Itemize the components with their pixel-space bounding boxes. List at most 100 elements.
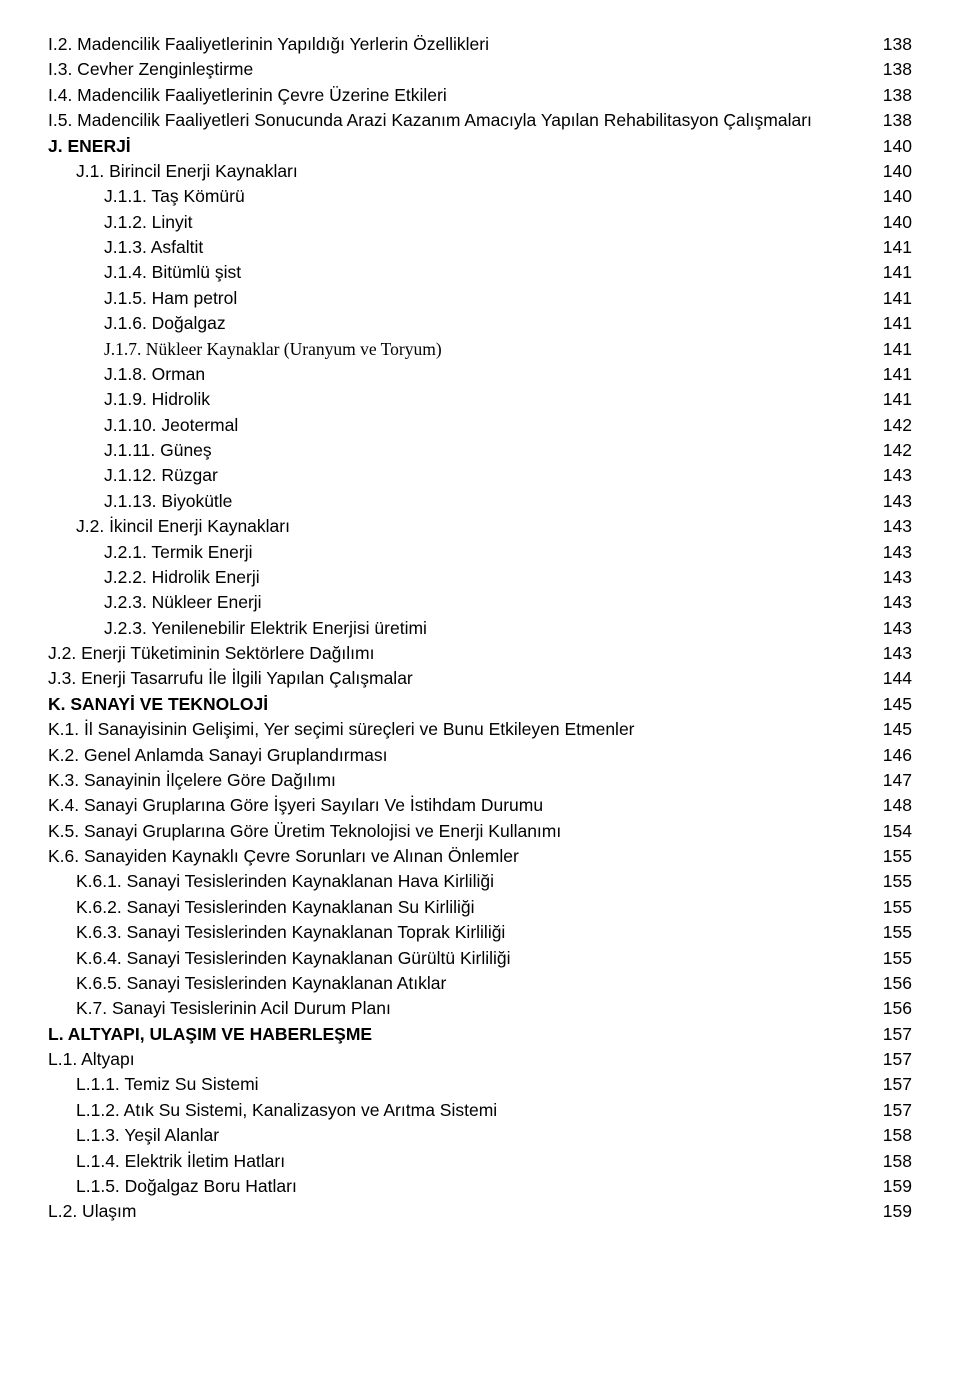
toc-page-number: 143 [872,514,912,539]
toc-row: J.2. Enerji Tüketiminin Sektörlere Dağıl… [48,641,912,666]
toc-page-number: 145 [872,717,912,742]
toc-row: K.6.5. Sanayi Tesislerinden Kaynaklanan … [48,971,912,996]
toc-row: J.1.2. Linyit140 [48,210,912,235]
toc-label: L.1. Altyapı [48,1047,872,1072]
toc-page-number: 142 [872,413,912,438]
toc-row: J.1.7. Nükleer Kaynaklar (Uranyum ve Tor… [48,337,912,362]
toc-page-number: 141 [872,260,912,285]
toc-label: K.3. Sanayinin İlçelere Göre Dağılımı [48,768,872,793]
toc-page-number: 140 [872,184,912,209]
toc-label: J.1.13. Biyokütle [48,489,872,514]
toc-label: J.2.1. Termik Enerji [48,540,872,565]
toc-row: J.1.8. Orman141 [48,362,912,387]
toc-row: J.1.1. Taş Kömürü140 [48,184,912,209]
toc-page-number: 157 [872,1022,912,1047]
toc-row: I.2. Madencilik Faaliyetlerinin Yapıldığ… [48,32,912,57]
toc-page-number: 143 [872,590,912,615]
toc-page-number: 141 [872,286,912,311]
toc-row: J.1.9. Hidrolik141 [48,387,912,412]
toc-row: K.3. Sanayinin İlçelere Göre Dağılımı147 [48,768,912,793]
toc-row: L.2. Ulaşım159 [48,1199,912,1224]
toc-label: J.2.3. Nükleer Enerji [48,590,872,615]
toc-label: L.1.5. Doğalgaz Boru Hatları [48,1174,872,1199]
toc-label: I.5. Madencilik Faaliyetleri Sonucunda A… [48,108,872,133]
toc-page-number: 155 [872,920,912,945]
toc-row: J.1.3. Asfaltit141 [48,235,912,260]
toc-page-number: 142 [872,438,912,463]
toc-label: J.1.12. Rüzgar [48,463,872,488]
toc-label: J.1.3. Asfaltit [48,235,872,260]
toc-label: J.1.4. Bitümlü şist [48,260,872,285]
toc-label: I.4. Madencilik Faaliyetlerinin Çevre Üz… [48,83,872,108]
toc-page-number: 141 [872,311,912,336]
toc-page-number: 143 [872,463,912,488]
toc-label: K.6.5. Sanayi Tesislerinden Kaynaklanan … [48,971,872,996]
toc-row: J.2.1. Termik Enerji143 [48,540,912,565]
toc-row: J.1.11. Güneş142 [48,438,912,463]
toc-row: L.1.3. Yeşil Alanlar158 [48,1123,912,1148]
toc-page-number: 155 [872,869,912,894]
toc-label: K.4. Sanayi Gruplarına Göre İşyeri Sayıl… [48,793,872,818]
toc-row: I.3. Cevher Zenginleştirme138 [48,57,912,82]
toc-page-number: 145 [872,692,912,717]
toc-page-number: 154 [872,819,912,844]
toc-row: J.1.13. Biyokütle143 [48,489,912,514]
toc-page-number: 157 [872,1072,912,1097]
toc-row: J.1.12. Rüzgar143 [48,463,912,488]
toc-page-number: 148 [872,793,912,818]
toc-label: J.2.2. Hidrolik Enerji [48,565,872,590]
toc-label: I.2. Madencilik Faaliyetlerinin Yapıldığ… [48,32,872,57]
toc-label: K.6.2. Sanayi Tesislerinden Kaynaklanan … [48,895,872,920]
toc-label: J.1.10. Jeotermal [48,413,872,438]
toc-label: J.1.5. Ham petrol [48,286,872,311]
toc-row: L.1.2. Atık Su Sistemi, Kanalizasyon ve … [48,1098,912,1123]
toc-label: L.2. Ulaşım [48,1199,872,1224]
toc-page-number: 141 [872,387,912,412]
toc-page-number: 141 [872,337,912,362]
toc-row: I.4. Madencilik Faaliyetlerinin Çevre Üz… [48,83,912,108]
toc-row: K.7. Sanayi Tesislerinin Acil Durum Plan… [48,996,912,1021]
toc-page-number: 143 [872,540,912,565]
toc-label: I.3. Cevher Zenginleştirme [48,57,872,82]
toc-page-number: 159 [872,1174,912,1199]
toc-row: J.2.3. Nükleer Enerji143 [48,590,912,615]
toc-label: J.1.8. Orman [48,362,872,387]
toc-page-number: 141 [872,235,912,260]
toc-label: L.1.4. Elektrik İletim Hatları [48,1149,872,1174]
toc-label: J.1.2. Linyit [48,210,872,235]
toc-row: K.6.2. Sanayi Tesislerinden Kaynaklanan … [48,895,912,920]
toc-page-number: 157 [872,1098,912,1123]
toc-page-number: 144 [872,666,912,691]
toc-label: K.6.4. Sanayi Tesislerinden Kaynaklanan … [48,946,872,971]
toc-label: J.1. Birincil Enerji Kaynakları [48,159,872,184]
toc-page-number: 138 [872,83,912,108]
toc-row: K. SANAYİ VE TEKNOLOJİ145 [48,692,912,717]
toc-page-number: 157 [872,1047,912,1072]
toc-page-number: 156 [872,996,912,1021]
toc-page-number: 143 [872,565,912,590]
toc-row: J.1.10. Jeotermal142 [48,413,912,438]
toc-page-number: 146 [872,743,912,768]
toc-row: L. ALTYAPI, ULAŞIM VE HABERLEŞME157 [48,1022,912,1047]
toc-page-number: 138 [872,57,912,82]
toc-label: J.2. Enerji Tüketiminin Sektörlere Dağıl… [48,641,872,666]
toc-label: J.1.1. Taş Kömürü [48,184,872,209]
toc-row: J.2.3. Yenilenebilir Elektrik Enerjisi ü… [48,616,912,641]
toc-row: L.1.5. Doğalgaz Boru Hatları159 [48,1174,912,1199]
toc-row: K.2. Genel Anlamda Sanayi Gruplandırması… [48,743,912,768]
toc-row: J.2.2. Hidrolik Enerji143 [48,565,912,590]
toc-page-number: 155 [872,895,912,920]
toc-row: L.1. Altyapı157 [48,1047,912,1072]
toc-row: J.3. Enerji Tasarrufu İle İlgili Yapılan… [48,666,912,691]
toc-page-number: 156 [872,971,912,996]
toc-label: K. SANAYİ VE TEKNOLOJİ [48,692,872,717]
toc-label: L.1.1. Temiz Su Sistemi [48,1072,872,1097]
toc-row: K.4. Sanayi Gruplarına Göre İşyeri Sayıl… [48,793,912,818]
toc-row: J.1.4. Bitümlü şist141 [48,260,912,285]
toc-page-number: 143 [872,489,912,514]
toc-page-number: 159 [872,1199,912,1224]
toc-row: L.1.4. Elektrik İletim Hatları158 [48,1149,912,1174]
toc-page-number: 155 [872,844,912,869]
toc-label: K.5. Sanayi Gruplarına Göre Üretim Tekno… [48,819,872,844]
toc-label: J.3. Enerji Tasarrufu İle İlgili Yapılan… [48,666,872,691]
